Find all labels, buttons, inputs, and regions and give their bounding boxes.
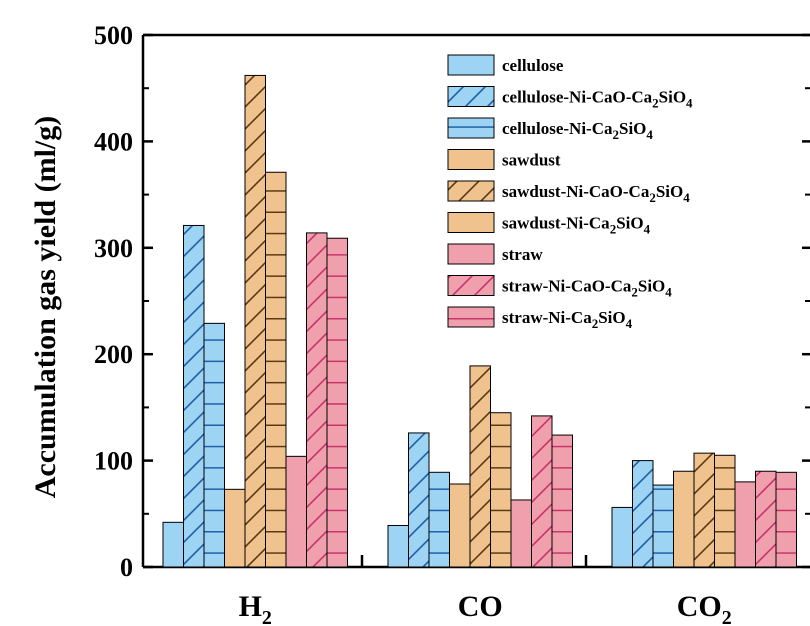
- y-tick-label: 400: [94, 127, 133, 156]
- legend-label: straw-Ni-Ca2SiO4: [502, 308, 633, 331]
- legend-label: cellulose: [502, 56, 564, 75]
- legend-swatch: [447, 243, 495, 265]
- bar-CO2-1: [632, 460, 654, 568]
- bar-CO-1: [408, 432, 430, 568]
- bar-CO2-7: [755, 470, 777, 568]
- legend-swatch: [447, 180, 495, 202]
- bar-CO2-0: [611, 506, 633, 568]
- bar-CO-8: [551, 434, 573, 568]
- y-tick-label: 0: [120, 553, 133, 582]
- x-tick-label: CO2: [677, 590, 732, 626]
- bar-H2-6: [285, 455, 307, 568]
- bar-CO-0: [387, 525, 409, 568]
- bar-H2-1: [183, 224, 205, 568]
- y-tick-label: 200: [94, 340, 133, 369]
- legend-label: sawdust-Ni-Ca2SiO4: [502, 214, 651, 237]
- bar-H2-0: [162, 521, 184, 568]
- bar-CO2-3: [673, 470, 695, 568]
- bar-H2-5: [265, 171, 287, 568]
- x-tick-label: H2: [239, 590, 272, 626]
- legend-label: straw-Ni-CaO-Ca2SiO4: [502, 277, 672, 300]
- y-tick-label: 100: [94, 447, 133, 476]
- legend-label: cellulose-Ni-Ca2SiO4: [502, 119, 653, 142]
- bar-CO-3: [449, 483, 471, 568]
- bar-CO2-4: [693, 452, 715, 568]
- legend: cellulose cellulose-Ni-CaO-Ca2SiO4 cellulo…: [447, 54, 693, 331]
- bars-group: [162, 74, 797, 568]
- bar-H2-2: [203, 322, 225, 568]
- legend-swatch: [447, 306, 495, 328]
- bar-CO2-2: [652, 484, 674, 568]
- y-axis-label: Accumulation gas yield (ml/g): [29, 116, 62, 499]
- legend-label: sawdust: [502, 151, 561, 170]
- legend-label: sawdust-Ni-CaO-Ca2SiO4: [502, 182, 690, 205]
- bar-CO-2: [428, 471, 450, 568]
- legend-swatch: [447, 54, 495, 76]
- bar-H2-3: [224, 488, 246, 568]
- legend-label: straw: [502, 245, 543, 264]
- legend-label: cellulose-Ni-CaO-Ca2SiO4: [502, 88, 693, 111]
- legend-swatch: [447, 149, 495, 170]
- y-tick-label: 500: [94, 21, 133, 50]
- legend-swatch: [447, 212, 495, 233]
- bar-CO2-8: [775, 471, 797, 568]
- bar-CO-4: [469, 365, 491, 568]
- bar-CO-6: [510, 499, 532, 568]
- bar-CO-5: [490, 412, 512, 568]
- y-tick-label: 300: [94, 234, 133, 263]
- legend-swatch: [447, 117, 495, 139]
- bar-H2-4: [244, 74, 266, 568]
- bar-H2-7: [306, 232, 328, 568]
- x-tick-label: CO: [458, 590, 503, 623]
- bar-H2-8: [326, 237, 348, 568]
- legend-swatch: [447, 275, 495, 296]
- legend-swatch: [447, 86, 495, 107]
- bar-CO2-5: [714, 454, 736, 568]
- bar-CO2-6: [734, 481, 756, 568]
- bar-CO-7: [531, 415, 553, 568]
- labels-group: Accumulation gas yield (ml/g) H2 CO CO2: [29, 116, 732, 626]
